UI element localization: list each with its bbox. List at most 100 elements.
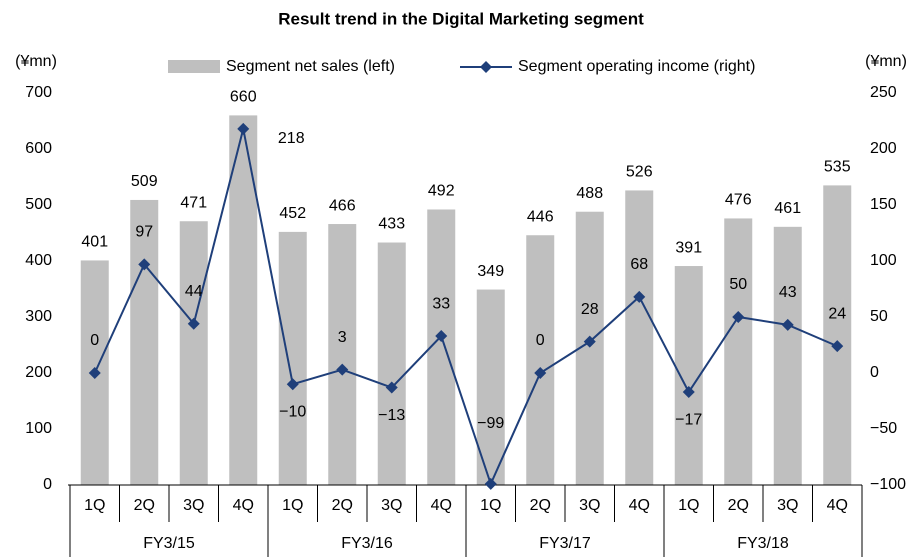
bar-value-label: 509	[131, 173, 158, 190]
x-tick-label: 2Q	[332, 497, 353, 514]
bar-value-label: 446	[527, 208, 554, 225]
legend-marker	[480, 61, 492, 73]
x-tick-label: 1Q	[678, 497, 699, 514]
y-tick-label: 200	[25, 364, 52, 381]
line-marker	[682, 386, 695, 399]
chart-title: Result trend in the Digital Marketing se…	[278, 9, 644, 28]
line-value-label: 24	[828, 305, 846, 322]
y2-tick-label: −50	[870, 420, 897, 437]
bar	[377, 242, 406, 485]
line-marker	[385, 381, 398, 394]
y-tick-label: 300	[25, 308, 52, 325]
bar-value-label: 452	[279, 205, 306, 222]
bar-value-label: 466	[329, 197, 356, 214]
bar-value-label: 535	[824, 159, 851, 176]
bar-value-label: 526	[626, 164, 653, 181]
bar	[724, 218, 753, 485]
line-marker	[138, 258, 151, 271]
bar	[526, 235, 555, 485]
bar-value-label: 461	[774, 200, 801, 217]
line-marker	[237, 122, 250, 135]
x-tick-label: 1Q	[84, 497, 105, 514]
y-tick-label: 700	[25, 84, 52, 101]
y-tick-label: 400	[25, 252, 52, 269]
y-unit: (¥mn)	[15, 53, 57, 70]
x-tick-label: 3Q	[777, 497, 798, 514]
x-tick-label: 4Q	[629, 497, 650, 514]
line-marker	[732, 311, 745, 323]
line-marker	[831, 340, 844, 353]
line-value-label: −99	[477, 415, 504, 432]
line-value-label: 3	[338, 329, 347, 346]
line-marker	[187, 317, 200, 330]
y2-tick-label: 100	[870, 252, 897, 269]
bar	[476, 289, 505, 485]
x-tick-label: 2Q	[134, 497, 155, 514]
y-tick-label: 600	[25, 140, 52, 157]
y2-tick-label: 50	[870, 308, 888, 325]
line-value-label: 43	[779, 284, 797, 301]
bar-value-label: 349	[477, 263, 504, 280]
y2-tick-label: 150	[870, 196, 897, 213]
y2-tick-label: 250	[870, 84, 897, 101]
line-value-label: −13	[378, 407, 405, 424]
x-group-label: FY3/16	[341, 535, 393, 552]
bar-value-label: 391	[675, 239, 702, 256]
y2-tick-label: −100	[870, 476, 906, 493]
x-tick-label: 4Q	[233, 497, 254, 514]
y-tick-label: 100	[25, 420, 52, 437]
line-marker	[484, 477, 497, 490]
bar	[328, 224, 357, 486]
line-value-label: 68	[630, 256, 648, 273]
y-tick-label: 0	[43, 476, 52, 493]
bar	[278, 231, 307, 485]
legend-label: Segment operating income (right)	[518, 58, 755, 75]
line-marker	[88, 367, 101, 379]
line-value-label: −10	[279, 403, 306, 420]
bar-value-label: 660	[230, 89, 257, 106]
legend-swatch	[168, 60, 220, 73]
bar-value-label: 401	[81, 234, 108, 251]
line-value-label: 0	[536, 332, 545, 349]
line-marker	[534, 367, 547, 379]
x-tick-label: 4Q	[827, 497, 848, 514]
line-marker	[336, 363, 349, 376]
y2-tick-label: 200	[870, 140, 897, 157]
bar	[427, 209, 456, 486]
y-tick-label: 500	[25, 196, 52, 213]
x-tick-label: 3Q	[579, 497, 600, 514]
line-value-label: −17	[675, 411, 702, 428]
bar	[823, 185, 852, 485]
bar-value-label: 433	[378, 216, 405, 233]
line-marker	[435, 330, 448, 343]
x-tick-label: 3Q	[381, 497, 402, 514]
line-value-label: 44	[185, 283, 203, 300]
bar	[773, 226, 802, 485]
line-value-label: 0	[90, 332, 99, 349]
x-tick-label: 3Q	[183, 497, 204, 514]
line-marker	[583, 335, 596, 348]
line-marker	[286, 378, 299, 391]
legend-label: Segment net sales (left)	[226, 58, 395, 75]
x-tick-label: 2Q	[728, 497, 749, 514]
bar-value-label: 492	[428, 183, 455, 200]
x-tick-label: 2Q	[530, 497, 551, 514]
y2-tick-label: 0	[870, 364, 879, 381]
bar	[130, 199, 159, 485]
line-value-label: 50	[729, 276, 747, 293]
x-tick-label: 1Q	[282, 497, 303, 514]
bar-value-label: 471	[180, 194, 207, 211]
line-value-label: 28	[581, 301, 599, 318]
line-marker	[633, 290, 646, 303]
bar-value-label: 476	[725, 192, 752, 209]
x-tick-label: 1Q	[480, 497, 501, 514]
line-value-label: 218	[278, 130, 305, 147]
x-tick-label: 4Q	[431, 497, 452, 514]
line-value-label: 97	[135, 224, 153, 241]
x-group-label: FY3/18	[737, 535, 789, 552]
y2-unit: (¥mn)	[865, 53, 907, 70]
bar	[625, 190, 654, 485]
x-group-label: FY3/17	[539, 535, 591, 552]
line-value-label: 33	[432, 295, 450, 312]
